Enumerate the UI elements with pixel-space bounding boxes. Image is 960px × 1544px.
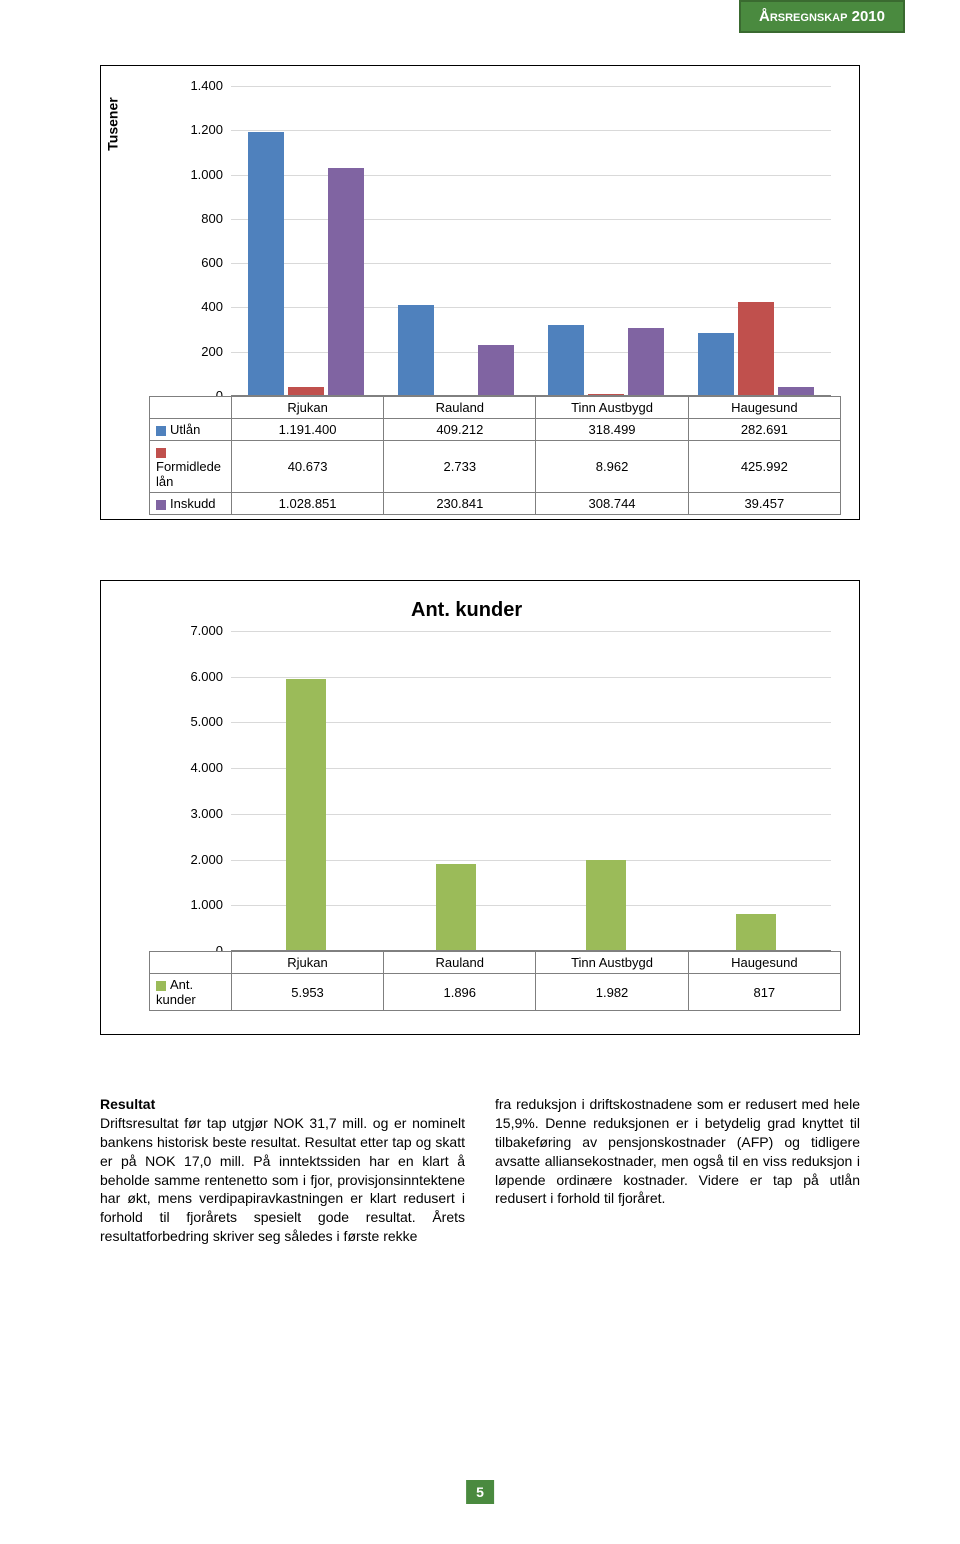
series-label: Inskudd: [150, 493, 232, 515]
series-label: Utlån: [150, 419, 232, 441]
result-heading: Resultat: [100, 1096, 155, 1112]
text-right: fra reduksjon i driftskostnadene som er …: [495, 1096, 860, 1206]
ytick-label: 800: [171, 211, 223, 226]
bar: [628, 328, 664, 396]
series-label: Formidlede lån: [150, 441, 232, 493]
text-col-right: fra reduksjon i driftskostnadene som er …: [495, 1095, 860, 1246]
ytick-label: 600: [171, 255, 223, 270]
value-cell: 5.953: [231, 974, 383, 1011]
chart1-plot: 02004006008001.0001.2001.400: [231, 86, 831, 396]
ytick-label: 400: [171, 299, 223, 314]
value-cell: 282.691: [688, 419, 840, 441]
category-cell: Tinn Austbygd: [536, 397, 688, 419]
value-cell: 1.896: [384, 974, 536, 1011]
chart2-plot: 01.0002.0003.0004.0005.0006.0007.000: [231, 631, 831, 951]
series-label: Ant. kunder: [150, 974, 232, 1011]
value-cell: 1.191.400: [231, 419, 383, 441]
value-cell: 425.992: [688, 441, 840, 493]
value-cell: 308.744: [536, 493, 688, 515]
ytick-label: 1.200: [171, 122, 223, 137]
value-cell: 318.499: [536, 419, 688, 441]
ytick-label: 7.000: [171, 623, 223, 638]
chart-1: Tusener 02004006008001.0001.2001.400 Rju…: [100, 65, 860, 520]
chart-2: Ant. kunder 01.0002.0003.0004.0005.0006.…: [100, 580, 860, 1035]
category-cell: Tinn Austbygd: [536, 952, 688, 974]
category-cell: Rauland: [384, 397, 536, 419]
ytick-label: 200: [171, 344, 223, 359]
bar: [586, 860, 626, 951]
value-cell: 8.962: [536, 441, 688, 493]
category-cell: Rauland: [384, 952, 536, 974]
ytick-label: 1.000: [171, 167, 223, 182]
chart1-ylabel: Tusener: [105, 97, 121, 150]
category-cell: Rjukan: [231, 952, 383, 974]
ytick-label: 6.000: [171, 669, 223, 684]
value-cell: 230.841: [384, 493, 536, 515]
bar: [698, 333, 734, 396]
bar: [738, 302, 774, 396]
bar: [248, 132, 284, 396]
value-cell: 2.733: [384, 441, 536, 493]
text-col-left: Resultat Driftsresultat før tap utgjør N…: [100, 1095, 465, 1246]
chart2-table: RjukanRaulandTinn AustbygdHaugesund Ant. …: [149, 951, 841, 1011]
category-cell: Rjukan: [231, 397, 383, 419]
header-tab: Årsregnskap 2010: [739, 0, 905, 33]
bar: [328, 168, 364, 396]
bar: [548, 325, 584, 396]
bar: [478, 345, 514, 396]
ytick-label: 3.000: [171, 806, 223, 821]
bar: [436, 864, 476, 951]
ytick-label: 4.000: [171, 760, 223, 775]
ytick-label: 5.000: [171, 714, 223, 729]
value-cell: 409.212: [384, 419, 536, 441]
ytick-label: 2.000: [171, 852, 223, 867]
value-cell: 40.673: [231, 441, 383, 493]
ytick-label: 1.000: [171, 897, 223, 912]
category-cell: Haugesund: [688, 397, 840, 419]
value-cell: 1.028.851: [231, 493, 383, 515]
value-cell: 1.982: [536, 974, 688, 1011]
page-number: 5: [466, 1480, 494, 1504]
value-cell: 39.457: [688, 493, 840, 515]
bar: [286, 679, 326, 951]
bar: [736, 914, 776, 951]
chart2-title: Ant. kunder: [411, 599, 522, 622]
chart1-table: RjukanRaulandTinn AustbygdHaugesund Utlån…: [149, 396, 841, 515]
bar: [398, 305, 434, 396]
value-cell: 817: [688, 974, 840, 1011]
text-left: Driftsresultat før tap utgjør NOK 31,7 m…: [100, 1115, 465, 1244]
body-text: Resultat Driftsresultat før tap utgjør N…: [100, 1095, 860, 1246]
ytick-label: 1.400: [171, 78, 223, 93]
category-cell: Haugesund: [688, 952, 840, 974]
